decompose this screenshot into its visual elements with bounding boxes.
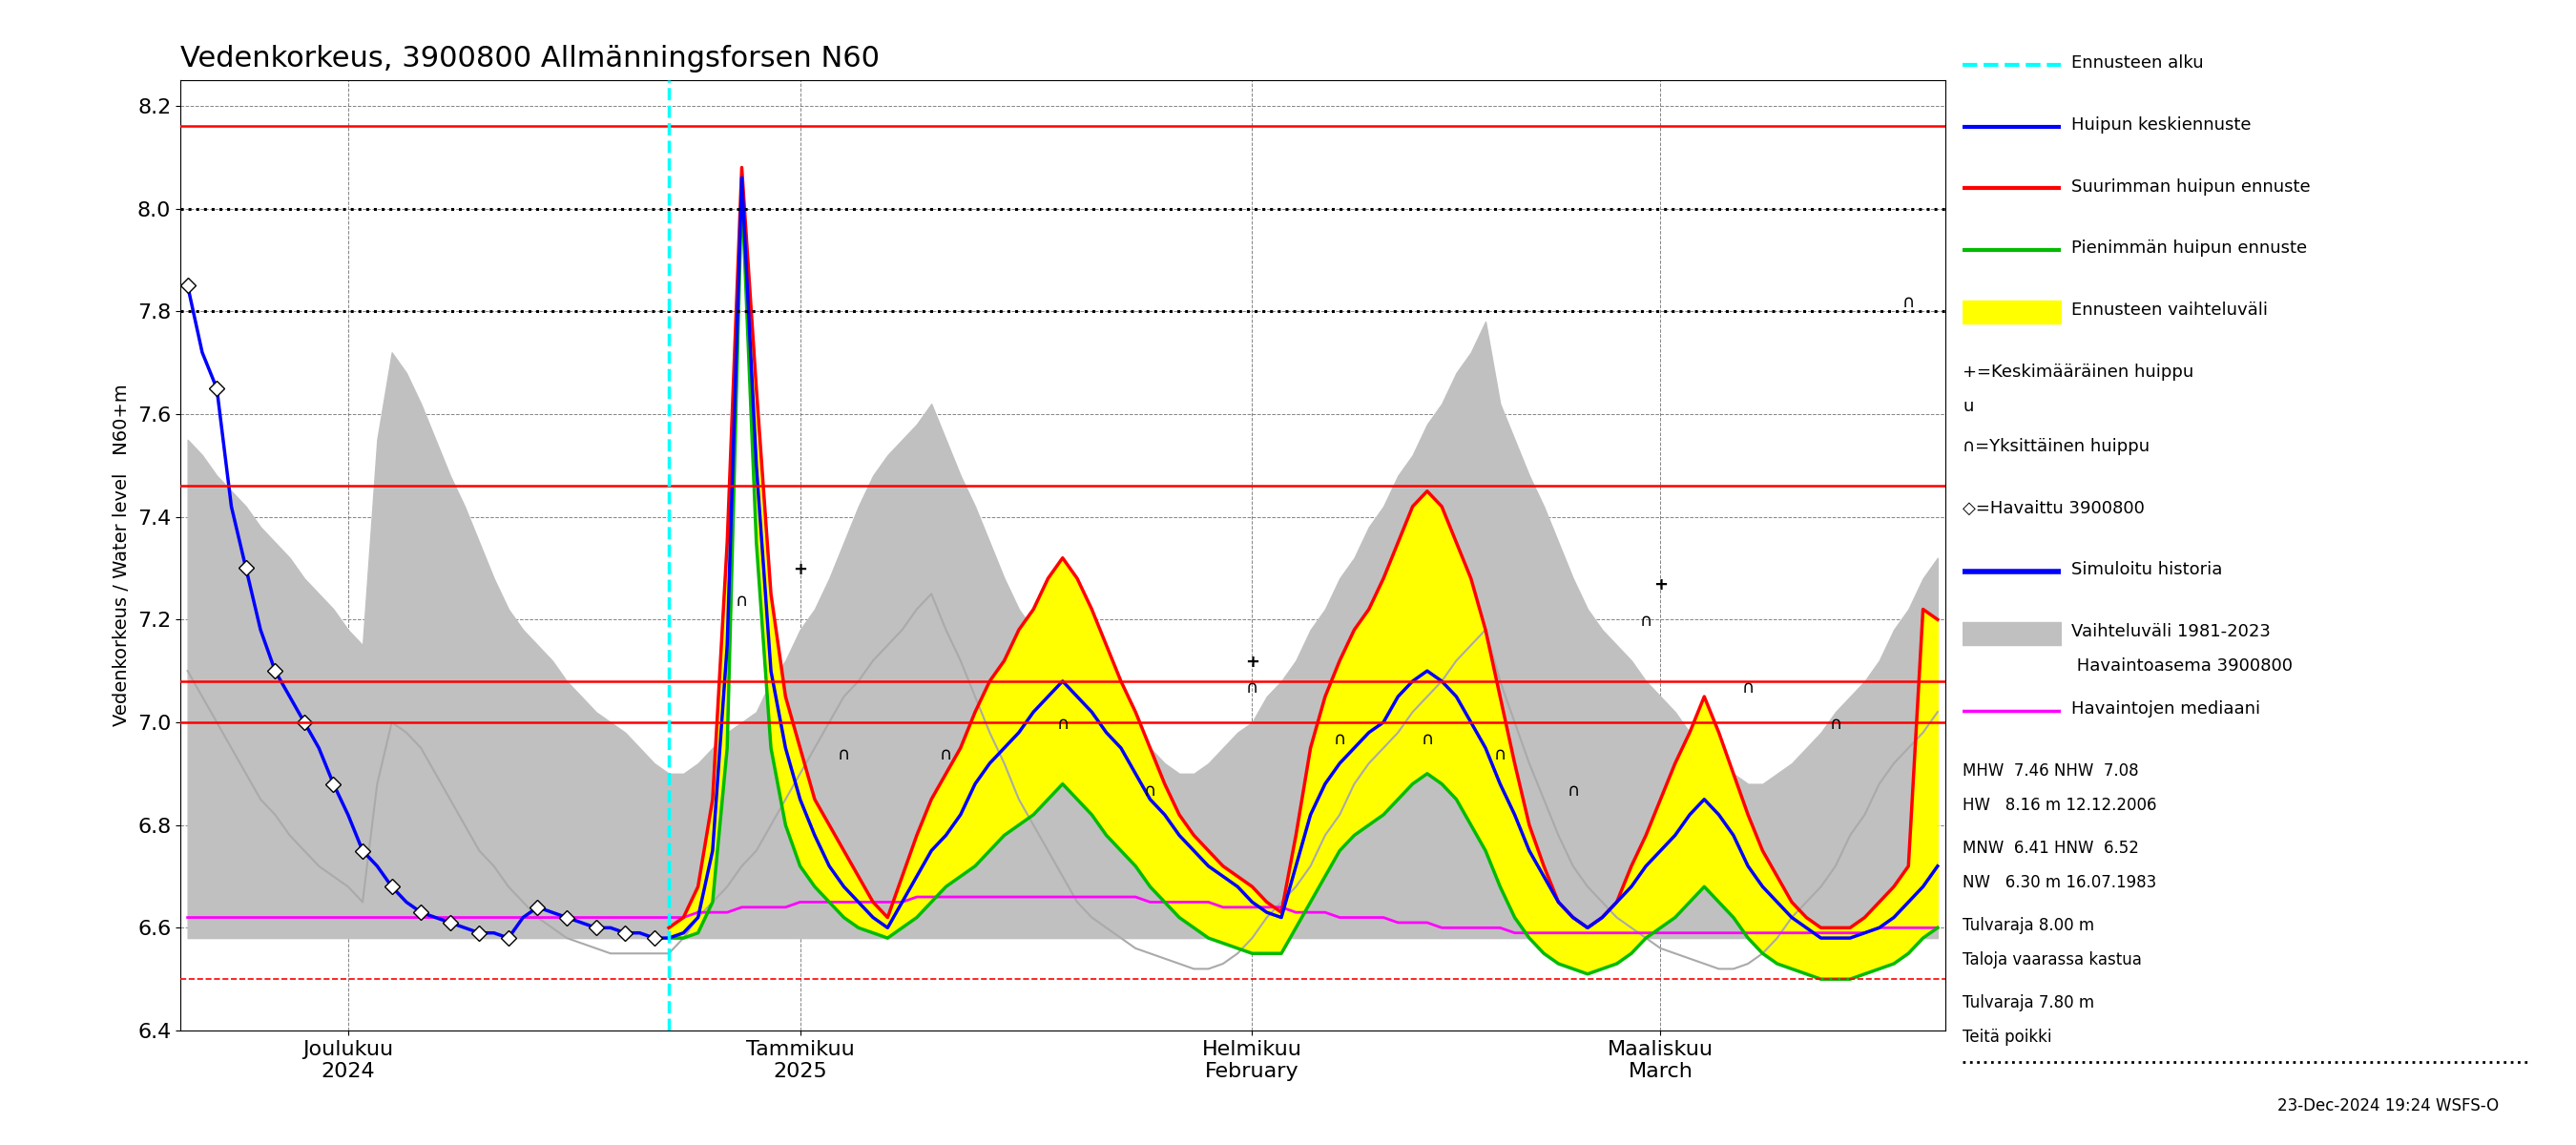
Text: Ennusteen vaihteluväli: Ennusteen vaihteluväli xyxy=(2071,302,2267,319)
Text: Vaihteluväli 1981-2023: Vaihteluväli 1981-2023 xyxy=(2071,623,2269,640)
Text: +​=Keskimääräinen huippu: +​=Keskimääräinen huippu xyxy=(1963,364,2195,381)
Text: ∩: ∩ xyxy=(1056,716,1069,733)
Text: +: + xyxy=(1654,577,1667,594)
Text: ∩: ∩ xyxy=(1901,294,1914,311)
Text: ∩=Yksittäinen huippu: ∩=Yksittäinen huippu xyxy=(1963,437,2151,455)
Text: ◇=Havaittu 3900800: ◇=Havaittu 3900800 xyxy=(1963,499,2146,516)
Text: NW   6.30 m 16.07.1983: NW 6.30 m 16.07.1983 xyxy=(1963,874,2156,891)
Text: ∩: ∩ xyxy=(737,592,747,609)
Text: Vedenkorkeus, 3900800 Allmänningsforsen N60: Vedenkorkeus, 3900800 Allmänningsforsen … xyxy=(180,45,878,72)
Text: ∩: ∩ xyxy=(1247,679,1260,696)
Text: ∩: ∩ xyxy=(837,747,850,764)
Text: Simuloitu historia: Simuloitu historia xyxy=(2071,561,2223,578)
Text: u: u xyxy=(1963,397,1973,414)
Text: Suurimman huipun ennuste: Suurimman huipun ennuste xyxy=(2071,179,2311,196)
Text: +: + xyxy=(1244,654,1260,671)
Text: Havaintoasema 3900800: Havaintoasema 3900800 xyxy=(2071,657,2293,674)
Text: ∩: ∩ xyxy=(1829,716,1842,733)
Text: Tulvaraja 7.80 m: Tulvaraja 7.80 m xyxy=(1963,994,2094,1011)
Text: +: + xyxy=(793,561,806,578)
Text: Teitä poikki: Teitä poikki xyxy=(1963,1028,2053,1045)
Text: ∩: ∩ xyxy=(1494,747,1507,764)
Text: Havaintojen mediaani: Havaintojen mediaani xyxy=(2071,701,2259,718)
Text: ∩: ∩ xyxy=(1566,782,1579,799)
Text: ∩: ∩ xyxy=(1741,679,1754,696)
Text: MHW  7.46 NHW  7.08: MHW 7.46 NHW 7.08 xyxy=(1963,763,2138,780)
Text: Tulvaraja 8.00 m: Tulvaraja 8.00 m xyxy=(1963,917,2094,934)
Text: Huipun keskiennuste: Huipun keskiennuste xyxy=(2071,117,2251,134)
Text: ∩: ∩ xyxy=(1334,731,1345,748)
Y-axis label: Vedenkorkeus / Water level   N60+m: Vedenkorkeus / Water level N60+m xyxy=(113,385,131,726)
Text: Pienimmän huipun ennuste: Pienimmän huipun ennuste xyxy=(2071,240,2308,258)
Text: MNW  6.41 HNW  6.52: MNW 6.41 HNW 6.52 xyxy=(1963,839,2138,856)
Text: ∩: ∩ xyxy=(1422,731,1432,748)
Text: ∩: ∩ xyxy=(1641,613,1651,630)
Text: HW   8.16 m 12.12.2006: HW 8.16 m 12.12.2006 xyxy=(1963,797,2156,814)
Text: ∩: ∩ xyxy=(1144,782,1157,799)
Text: Taloja vaarassa kastua: Taloja vaarassa kastua xyxy=(1963,951,2143,969)
Text: Ennusteen alku: Ennusteen alku xyxy=(2071,54,2202,71)
Text: ∩: ∩ xyxy=(940,747,953,764)
Text: 23-Dec-2024 19:24 WSFS-O: 23-Dec-2024 19:24 WSFS-O xyxy=(2277,1097,2499,1114)
